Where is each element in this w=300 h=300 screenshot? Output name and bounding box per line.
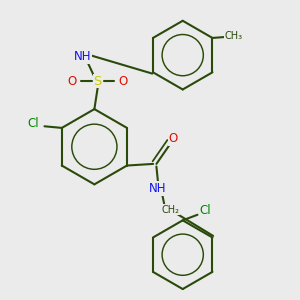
Text: NH: NH [149,182,167,195]
Text: CH₂: CH₂ [161,205,179,215]
Text: S: S [94,75,102,88]
Text: Cl: Cl [200,204,212,217]
Text: O: O [168,132,177,145]
Text: O: O [118,75,128,88]
Text: Cl: Cl [28,116,39,130]
Text: NH: NH [74,50,92,63]
Text: CH₃: CH₃ [225,31,243,41]
Text: O: O [68,75,77,88]
